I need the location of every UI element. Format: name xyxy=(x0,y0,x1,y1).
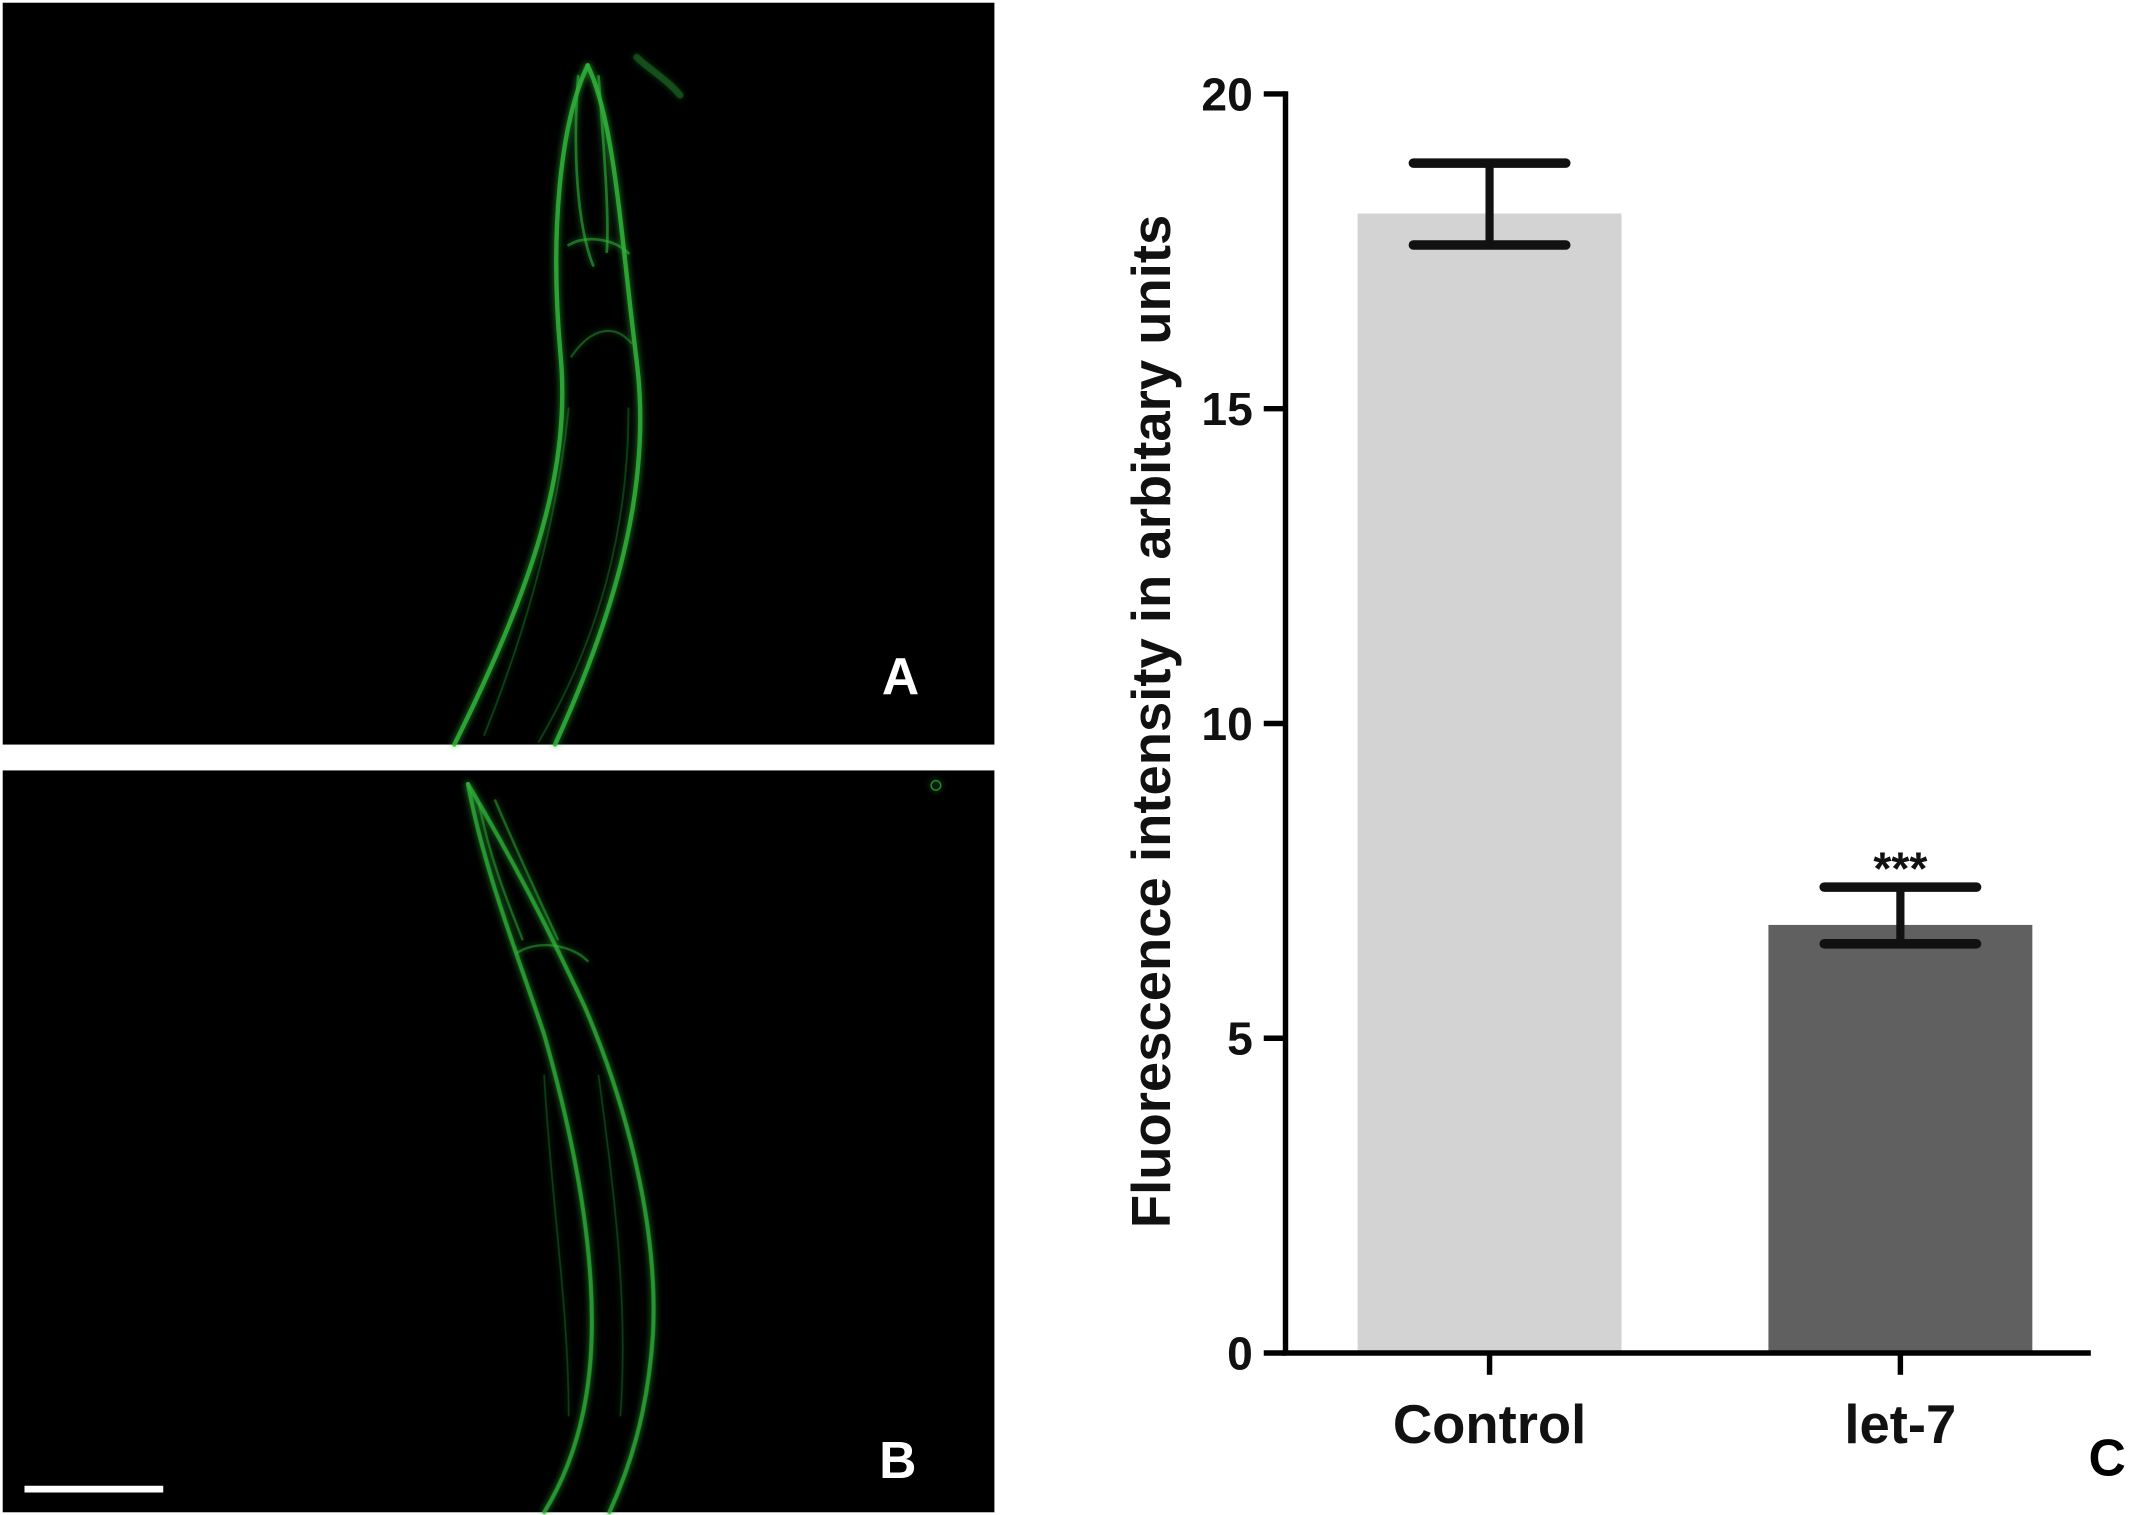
y-tick-label-3: 15 xyxy=(1201,383,1252,435)
worm-outline-a xyxy=(452,53,684,747)
x-axis-categories: Control let-7 xyxy=(1393,1353,1956,1455)
panel-c-label: C xyxy=(2088,1429,2125,1487)
panel-a-label: A xyxy=(882,647,919,705)
significance-marker-1: *** xyxy=(1873,842,1927,894)
worm-outline-b xyxy=(465,779,942,1515)
micrograph-panel-a: A xyxy=(2,2,995,747)
bar-chart: Fluorescence intensity in arbitary units… xyxy=(1121,68,2126,1486)
y-tick-label-0: 0 xyxy=(1227,1327,1253,1379)
micrograph-a-background xyxy=(2,2,995,745)
category-label-0: Control xyxy=(1393,1394,1586,1455)
y-tick-label-2: 10 xyxy=(1201,698,1252,750)
panel-b-label: B xyxy=(879,1431,916,1489)
bar-0 xyxy=(1357,213,1622,1354)
y-axis-ticks: 0 5 10 15 20 xyxy=(1201,68,1286,1379)
category-label-1: let-7 xyxy=(1844,1394,1956,1455)
micrograph-b-background xyxy=(2,770,995,1513)
y-axis-title: Fluorescence intensity in arbitary units xyxy=(1121,215,1182,1228)
y-tick-label-4: 20 xyxy=(1201,68,1252,120)
bars-layer xyxy=(1357,213,2033,1354)
significance-markers: *** xyxy=(1873,842,1927,894)
micrograph-panel-b: B xyxy=(2,770,995,1515)
bar-1 xyxy=(1768,924,2033,1354)
error-bars-layer xyxy=(1408,158,1982,949)
y-tick-label-1: 5 xyxy=(1227,1013,1253,1065)
